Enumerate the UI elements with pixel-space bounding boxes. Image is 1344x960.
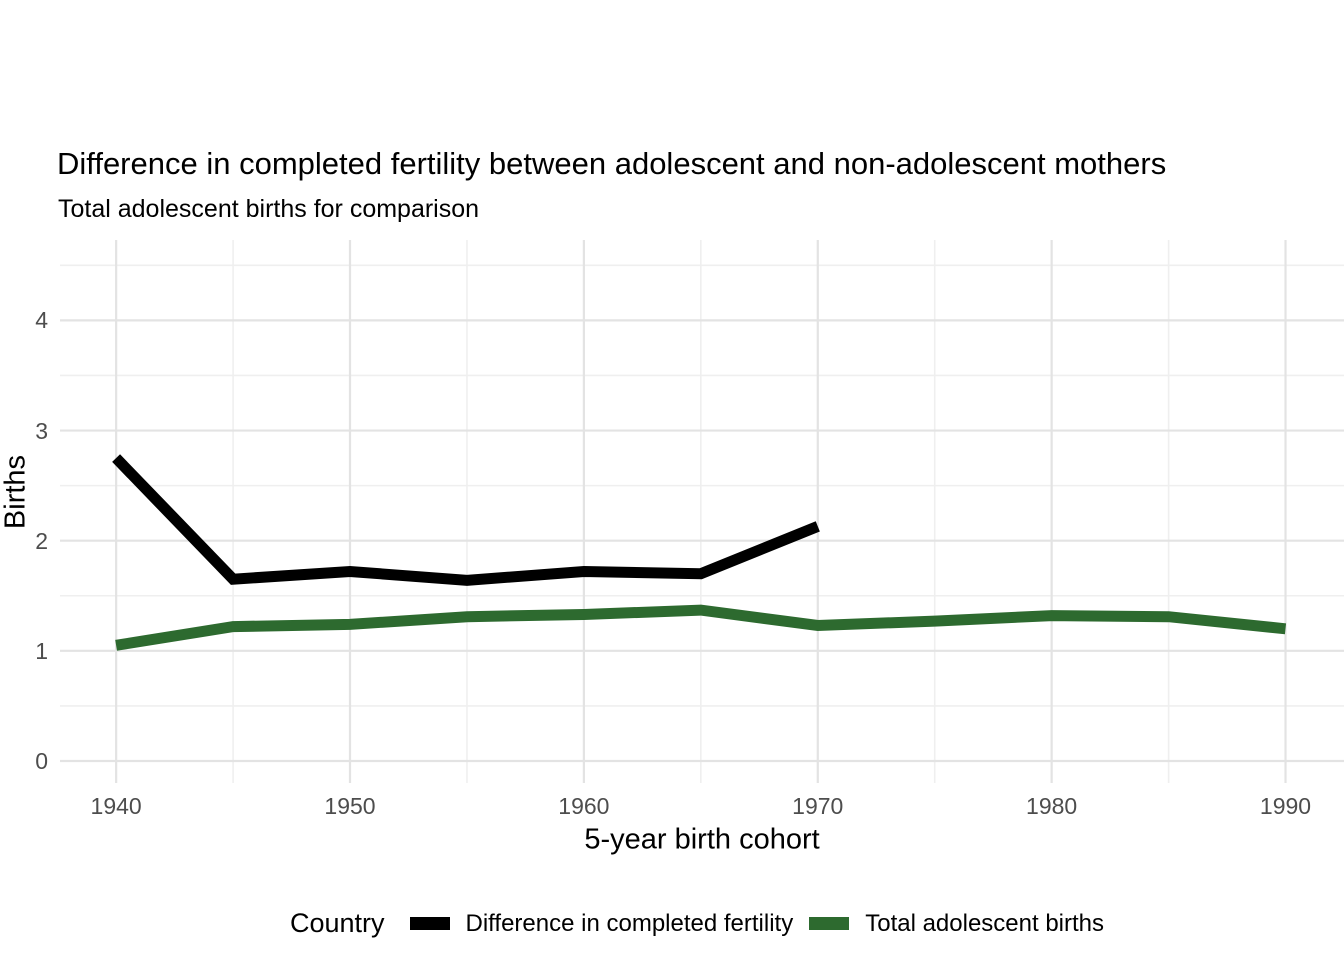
y-tick-label: 0: [35, 747, 48, 774]
y-tick-label: 3: [35, 417, 48, 444]
y-tick-label: 1: [35, 637, 48, 664]
x-tick-label: 1980: [1026, 793, 1078, 819]
y-axis-title: Births: [0, 454, 32, 530]
legend: Country Difference in completed fertilit…: [0, 908, 1344, 939]
legend-label-total: Total adolescent births: [865, 909, 1105, 937]
legend-key-black-line-icon: [409, 917, 450, 930]
legend-title: Country: [289, 908, 385, 938]
legend-item-difference: Difference in completed fertility: [409, 909, 794, 938]
series-line-0: [112, 454, 820, 586]
x-tick-label: 1990: [1259, 793, 1312, 819]
y-tick-label: 4: [35, 307, 48, 334]
x-axis-title: 5-year birth cohort: [584, 823, 820, 856]
x-tick-label: 1970: [792, 793, 844, 819]
chart-subtitle: Total adolescent births for comparison: [58, 195, 480, 223]
series-line-1: [115, 604, 1287, 651]
x-tick-label: 1950: [324, 793, 376, 819]
chart-title: Difference in completed fertility betwee…: [57, 146, 1167, 181]
legend-item-total: Total adolescent births: [809, 910, 1104, 938]
legend-label-difference: Difference in completed fertility: [465, 909, 794, 937]
legend-key-green-line-icon: [809, 917, 850, 930]
y-tick-label: 2: [35, 527, 48, 554]
x-tick-label: 1960: [558, 793, 610, 819]
x-tick-label: 1940: [90, 793, 142, 819]
